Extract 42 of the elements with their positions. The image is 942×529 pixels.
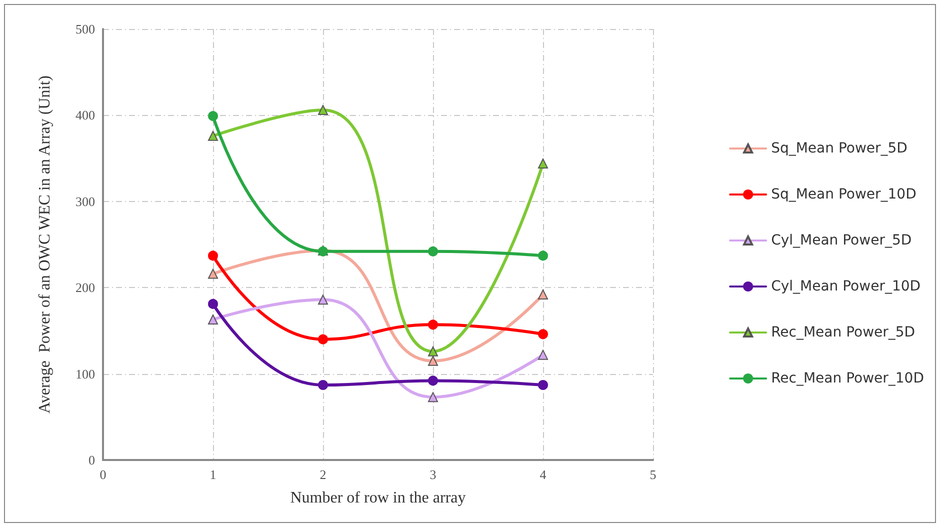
point	[208, 314, 218, 324]
point	[538, 380, 548, 390]
point	[208, 268, 218, 279]
point	[538, 350, 548, 360]
legend-label: Rec_Mean Power_10D	[771, 370, 924, 386]
point	[538, 289, 548, 300]
x-tick-label: 4	[540, 467, 547, 482]
x-tick-label: 2	[320, 467, 326, 482]
point	[428, 392, 438, 402]
point	[428, 320, 438, 330]
y-tick-label: 200	[76, 280, 95, 296]
y-tick-label: 500	[76, 22, 95, 36]
point	[538, 250, 548, 261]
point	[208, 250, 218, 261]
point	[428, 376, 438, 386]
y-tick-label: 0	[88, 452, 95, 468]
legend-label: Sq_Mean Power_5D	[771, 140, 908, 156]
point	[318, 334, 328, 344]
point	[538, 329, 548, 340]
point	[208, 111, 218, 122]
point	[428, 246, 438, 256]
y-tick-label: 400	[76, 108, 95, 123]
point	[208, 298, 218, 309]
legend-label: Cyl_Mean Power_10D	[771, 278, 921, 294]
point	[318, 105, 328, 116]
point	[538, 158, 548, 168]
legend-label: Sq_Mean Power_10D	[771, 186, 916, 202]
x-tick-label: 0	[100, 467, 106, 482]
point	[208, 130, 218, 141]
legend-label: Cyl_Mean Power_5D	[771, 232, 912, 248]
y-axis-title: Average Power of an OWC WEC in an Array (Unit)	[36, 76, 54, 414]
point	[318, 294, 328, 305]
legend-label: Rec_Mean Power_5D	[771, 324, 916, 340]
x-tick-label: 5	[650, 467, 656, 482]
x-tick-label: 3	[430, 467, 436, 482]
x-axis-title: Number of row in the array	[290, 490, 466, 506]
x-tick-label: 1	[210, 467, 216, 482]
point	[318, 380, 328, 390]
point	[428, 346, 438, 356]
y-tick-label: 300	[76, 194, 95, 209]
y-tick-label: 100	[76, 366, 95, 382]
point	[428, 356, 438, 366]
